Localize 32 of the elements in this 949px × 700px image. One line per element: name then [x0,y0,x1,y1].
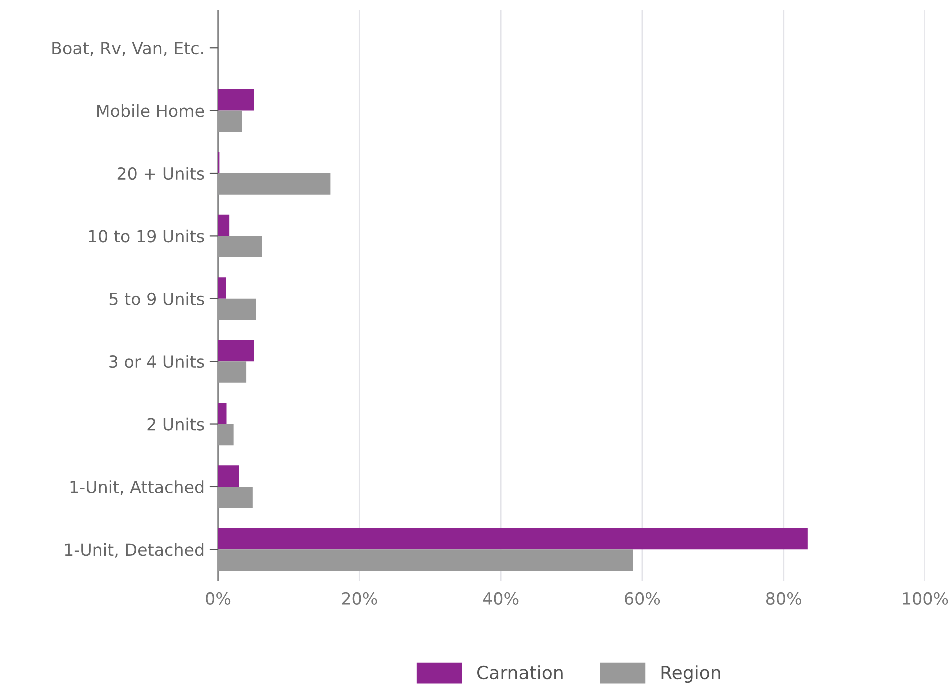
x-tick-label: 60% [625,592,660,606]
bar [218,486,253,508]
y-tick-label: 5 to 9 Units [110,292,204,306]
y-tick-label: 1-Unit, Detached [65,543,204,558]
bar [218,298,256,320]
bar [218,236,262,258]
bar [218,362,247,383]
bar [218,278,226,299]
y-tick-label: 1-Unit, Attached [70,480,204,496]
y-tick-label: 3 or 4 Units [110,355,204,368]
y-tick-label: Mobile Home [98,104,204,118]
bar [218,340,254,362]
x-tick-label: 100% [903,592,948,606]
bar [218,110,242,132]
x-tick-label: 0% [206,592,231,606]
y-tick-label: 10 to 19 Units [89,230,204,243]
x-tick-label: 80% [766,592,802,606]
bar [218,89,254,111]
bar [218,550,634,571]
bar [218,402,227,424]
bar [218,466,240,487]
y-tick-label: 20 + Units [118,167,204,180]
x-tick-label: 20% [342,592,378,606]
bar [218,424,234,446]
legend-label: Region [662,666,720,684]
legend-label: Carnation [478,666,563,680]
y-tick-label: 2 Units [148,418,204,431]
bar [218,174,331,195]
y-tick-label: Boat, Rv, Van, Etc. [52,42,204,56]
bar [218,528,808,550]
bar [218,214,230,236]
x-tick-label: 40% [483,592,519,606]
